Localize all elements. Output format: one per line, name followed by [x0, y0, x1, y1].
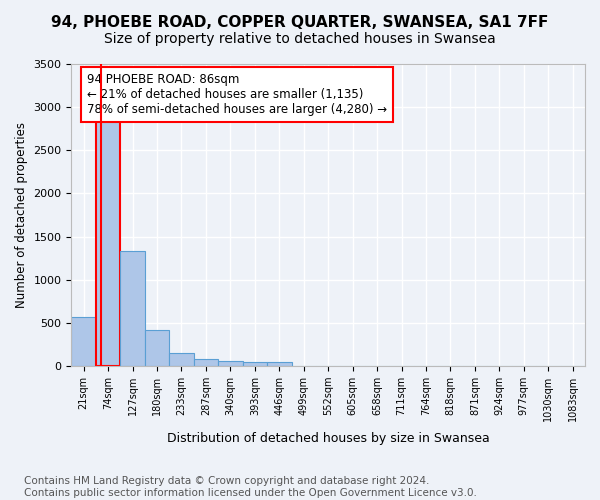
Text: Contains HM Land Registry data © Crown copyright and database right 2024.
Contai: Contains HM Land Registry data © Crown c…	[24, 476, 477, 498]
Bar	[218, 361, 242, 366]
Text: 94 PHOEBE ROAD: 86sqm
← 21% of detached houses are smaller (1,135)
78% of semi-d: 94 PHOEBE ROAD: 86sqm ← 21% of detached …	[87, 73, 387, 116]
Text: 94, PHOEBE ROAD, COPPER QUARTER, SWANSEA, SA1 7FF: 94, PHOEBE ROAD, COPPER QUARTER, SWANSEA…	[52, 15, 548, 30]
Text: Size of property relative to detached houses in Swansea: Size of property relative to detached ho…	[104, 32, 496, 46]
Bar	[71, 316, 96, 366]
Bar	[169, 352, 194, 366]
Bar	[242, 362, 267, 366]
Bar	[96, 114, 121, 366]
Bar	[121, 251, 145, 366]
Bar	[145, 330, 169, 366]
Y-axis label: Number of detached properties: Number of detached properties	[15, 122, 28, 308]
Bar	[194, 359, 218, 366]
X-axis label: Distribution of detached houses by size in Swansea: Distribution of detached houses by size …	[167, 432, 490, 445]
Bar	[267, 362, 292, 366]
